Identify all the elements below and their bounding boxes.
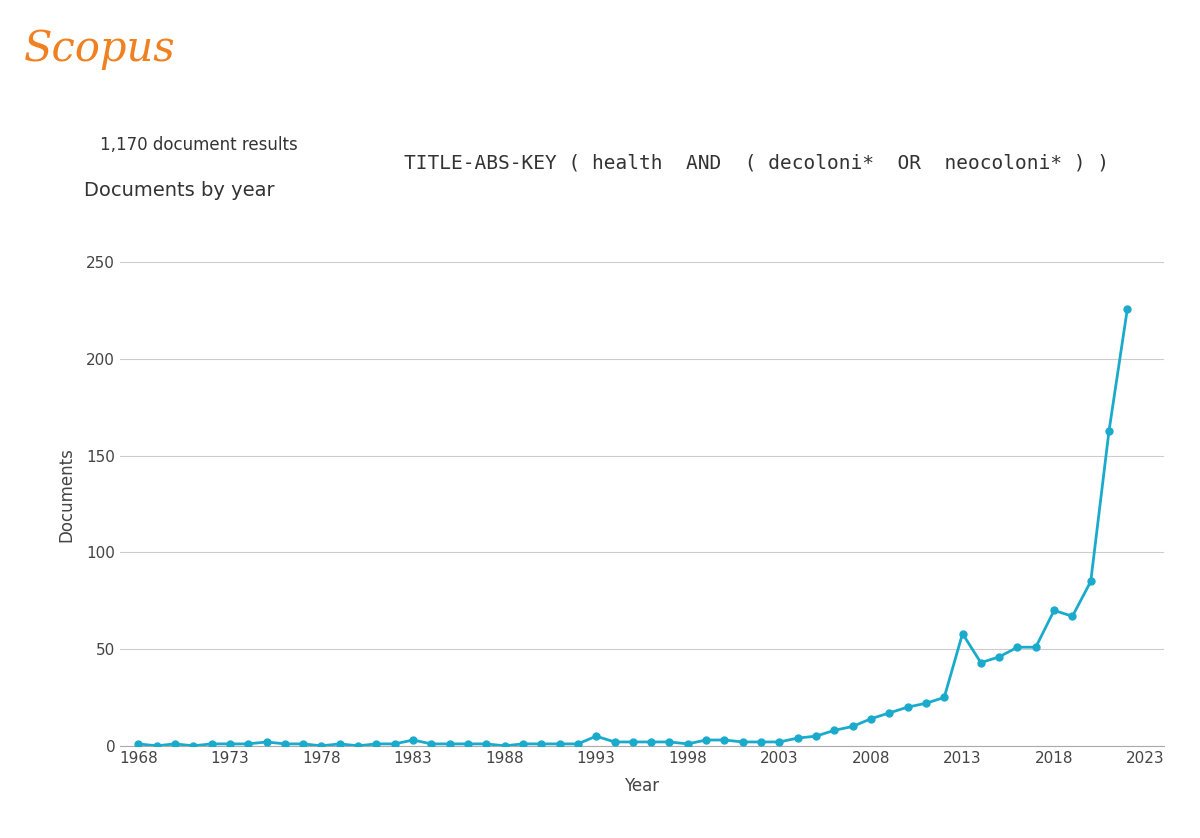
Y-axis label: Documents: Documents bbox=[58, 447, 76, 542]
Text: 1,170 document results: 1,170 document results bbox=[100, 136, 298, 153]
Text: Scopus: Scopus bbox=[24, 28, 175, 70]
Text: TITLE-ABS-KEY ( health  AND  ( decoloni*  OR  neocoloni* ) ): TITLE-ABS-KEY ( health AND ( decoloni* O… bbox=[403, 154, 1109, 173]
Text: Documents by year: Documents by year bbox=[84, 181, 275, 200]
X-axis label: Year: Year bbox=[624, 777, 660, 794]
